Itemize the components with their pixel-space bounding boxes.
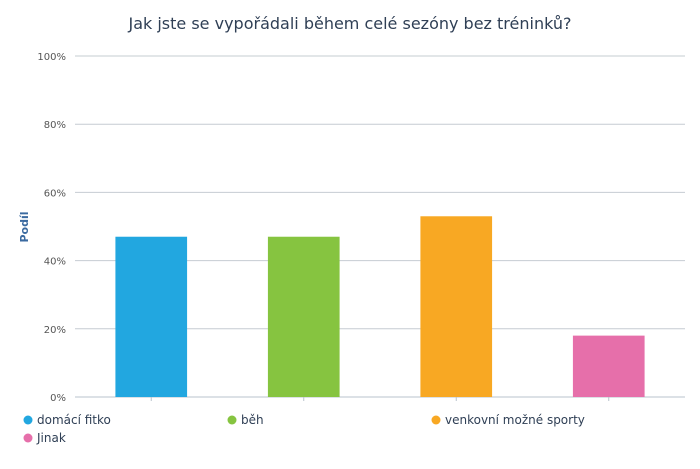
y-tick-label: 0% [50,393,66,404]
legend-label: běh [241,413,264,427]
legend-item[interactable]: běh [227,413,264,427]
legend-label: Jinak [36,431,66,445]
bar[interactable] [115,236,188,397]
legend-label: domácí fitko [37,413,111,427]
y-axis-label: Podíl [18,211,31,242]
legend-marker [23,433,33,443]
x-axis-ticks [150,397,610,401]
legend-marker [227,415,237,425]
bar[interactable] [420,216,493,397]
legend[interactable]: domácí fitko běh venkovní možné sporty Jina… [23,413,585,445]
legend-marker [23,415,33,425]
chart-title: Jak jste se vypořádali během celé sezóny… [127,14,571,33]
bars [115,216,645,397]
bar[interactable] [267,236,340,397]
bar[interactable] [572,335,645,397]
legend-item[interactable]: venkovní možné sporty [431,413,585,427]
y-tick-label: 80% [44,120,66,131]
legend-label: venkovní možné sporty [445,413,585,427]
y-tick-label: 20% [44,325,66,336]
y-tick-label: 40% [44,257,66,268]
legend-marker [431,415,441,425]
y-tick-label: 60% [44,188,66,199]
legend-item[interactable]: domácí fitko [23,413,111,427]
y-tick-label: 100% [37,52,66,63]
y-axis-ticks: 0% 20% 40% 60% 80% 100% [37,52,66,404]
legend-item[interactable]: Jinak [23,431,66,445]
